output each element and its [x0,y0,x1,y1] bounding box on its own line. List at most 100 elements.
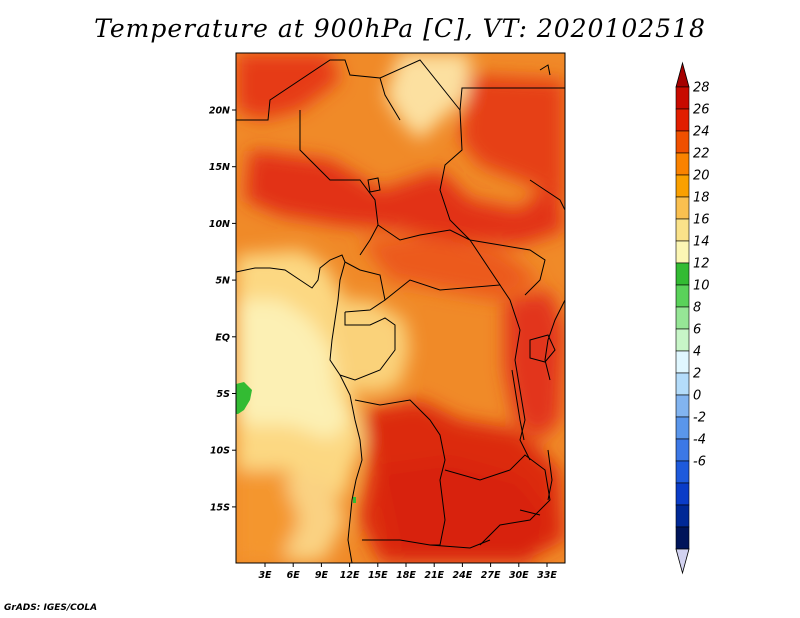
coastline-west [236,254,363,563]
field-sahara-pale [385,53,470,140]
colorbar-label: -2 [693,411,706,426]
lon-label: 33E [537,570,557,581]
colorbar-bottom-arrow [675,548,690,575]
colorbar-label: 0 [693,389,701,404]
colorbar-segment [675,372,690,396]
colorbar-label: 26 [693,103,710,118]
field-sahel-hot [245,150,565,245]
colorbar-label: 2 [693,367,701,382]
border-nigeria [299,110,379,256]
colorbar-segment [675,240,690,264]
lon-label: 9E [315,570,329,581]
field-green-patch [236,382,252,414]
colorbar-segment [675,218,690,242]
colorbar-segment [675,328,690,352]
border-sudan [459,87,565,111]
colorbar-segment [675,526,690,550]
field-south-hot [380,460,550,563]
field-northwest-hot [236,53,340,120]
colorbar-label: 22 [693,147,710,162]
temperature-field [236,53,565,563]
lon-label: 30E [509,570,529,581]
colorbar-label: 8 [693,301,701,316]
colorbar-segment [675,504,690,528]
lat-axis: 20N 15N 10N 5N EQ 5S 10S 15S [209,106,236,513]
field-ocean-pale [236,300,350,440]
lake-chad [367,177,381,193]
lat-label: 5S [217,389,231,400]
field-congo-basin [330,300,410,395]
colorbar-segment [675,174,690,198]
lat-label: 20N [209,106,230,117]
border-ethiopia [529,179,565,211]
colorbar-segment [675,460,690,484]
field-south-ocean [236,470,300,563]
colorbar-label: 18 [693,191,710,206]
lon-label: 24E [453,570,473,581]
border-sudan-south [469,239,546,296]
lat-label: 5N [215,276,230,287]
colorbar-segment [675,416,690,440]
boundaries [236,59,565,563]
lon-label: 3E [258,570,272,581]
colorbar-segment [675,152,690,176]
colorbar-label: -6 [693,455,706,470]
colorbar-label: -4 [693,433,706,448]
border-niger-chad [379,59,471,241]
border-drc-east [499,284,531,461]
border-congo [339,312,396,381]
grads-credit: GrADS: IGES/COLA [4,603,98,613]
lon-label: 18E [396,570,416,581]
field-northeast-hot [460,75,565,200]
lake-victoria [529,334,556,363]
lat-label: 15N [209,162,230,173]
field-east-lakes-hot [505,290,565,440]
colorbar-label: 4 [693,345,701,360]
lon-label: 15E [368,570,388,581]
lon-label: 6E [287,570,301,581]
lat-label: EQ [215,332,230,343]
colorbar-label: 24 [693,125,710,140]
colorbar-label: 6 [693,323,701,338]
lon-label: 21E [424,570,444,581]
colorbar-segment [675,86,690,110]
border-mauritania-mali [236,59,401,121]
colorbar-segment [675,196,690,220]
field-green-speck [353,497,356,503]
colorbar-segment [675,262,690,286]
colorbar-label: 10 [693,279,710,294]
colorbar-label: 20 [693,169,710,184]
field-central-africa-hot [360,235,540,300]
colorbar-segment [675,306,690,330]
lake-kariba [519,509,541,516]
lat-label: 15S [210,502,230,513]
lake-malawi [547,449,553,501]
colorbar-label: 12 [693,257,710,272]
lon-axis: 3E 6E 9E 12E 15E 18E 21E 24E 27E 30E 33E [258,563,557,581]
border-zambia [444,454,551,546]
border-cameroon [344,261,386,313]
border-namibia [362,539,491,549]
colorbar-segment [675,350,690,374]
colorbar-top-arrow [675,61,690,88]
lon-label: 12E [340,570,360,581]
colorbar-segment [675,482,690,506]
lake-tanganyika [511,369,525,441]
colorbar-label: 28 [693,81,710,96]
colorbar-label: 16 [693,213,710,228]
chart-title: Temperature at 900hPa [C], VT: 202010251… [94,14,706,43]
lon-label: 27E [481,570,501,581]
border-car [377,224,501,301]
colorbar-segment [675,108,690,132]
border-angola [354,399,446,546]
colorbar-segment [675,438,690,462]
lat-label: 10N [209,219,230,230]
colorbar-label: 14 [693,235,710,250]
colorbar-segment [675,394,690,418]
lat-label: 10S [210,446,230,457]
colorbar-segment [675,284,690,308]
coastline-east [544,299,565,381]
coast-north-east [539,64,551,76]
